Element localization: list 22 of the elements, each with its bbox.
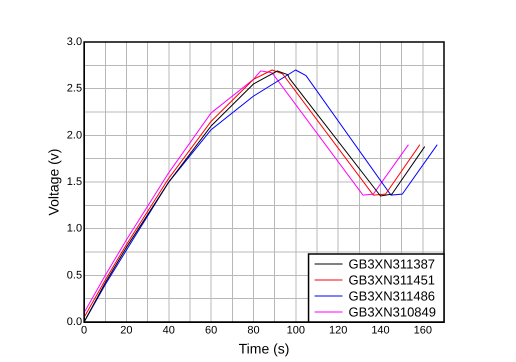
y-axis-title: Voltage (v) <box>45 148 62 216</box>
x-tick-label: 140 <box>371 324 390 337</box>
y-tick-label: 2.0 <box>66 129 82 142</box>
x-tick-label: 80 <box>247 324 260 337</box>
legend-label: GB3XN310849 <box>348 304 436 320</box>
legend-label: GB3XN311451 <box>348 272 436 288</box>
y-tick-label: 3.0 <box>66 36 82 48</box>
x-tick-label: 60 <box>204 324 218 337</box>
y-tick-label: 0.5 <box>66 269 82 282</box>
y-tick-label: 0.0 <box>66 316 82 328</box>
legend-label: GB3XN311486 <box>348 288 436 304</box>
y-tick-label: 1.0 <box>66 222 82 235</box>
y-tick-label: 1.5 <box>66 176 82 188</box>
x-tick-label: 120 <box>328 324 348 337</box>
x-tick-label: 100 <box>286 324 305 337</box>
legend-label: GB3XN311387 <box>348 256 436 272</box>
y-tick-label: 2.5 <box>66 82 82 95</box>
x-tick-label: 160 <box>414 324 432 337</box>
x-axis-title: Time (s) <box>238 340 290 356</box>
x-tick-label: 40 <box>162 324 175 337</box>
x-tick-label: 0 <box>81 324 88 337</box>
x-tick-label: 20 <box>120 324 133 337</box>
